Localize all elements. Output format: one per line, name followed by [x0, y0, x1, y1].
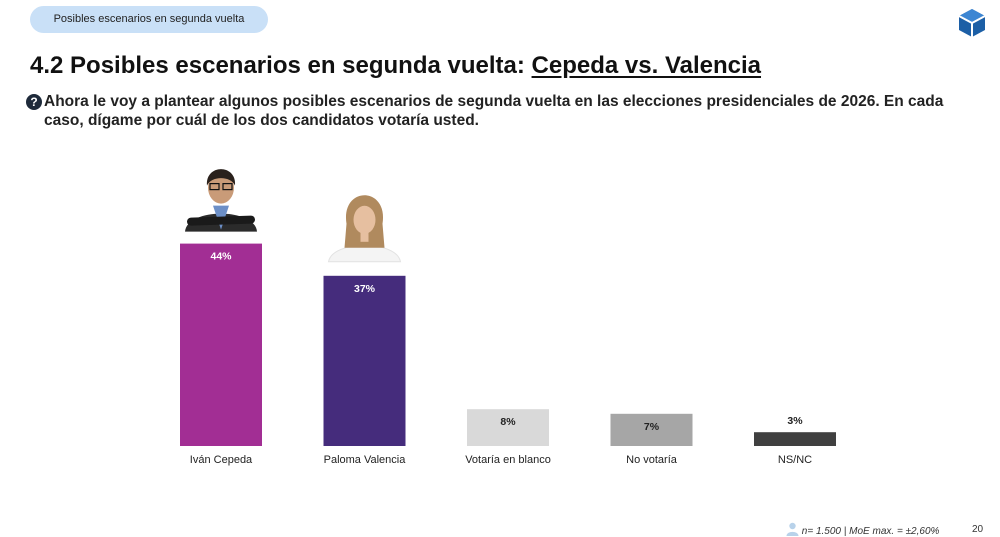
man-portrait-icon [185, 159, 257, 232]
survey-question: Ahora le voy a plantear algunos posibles… [44, 93, 944, 129]
sample-size: n= 1.500 [801, 526, 841, 537]
category-label-4: No votaría [626, 454, 678, 466]
title-candidates: Cepeda vs. Valencia [531, 52, 762, 79]
data-label-4: 7% [644, 421, 660, 433]
data-label-5: 3% [787, 415, 803, 427]
data-label-1: 44% [210, 251, 232, 263]
title-prefix: 4.2 Posibles escenarios en segunda vuelt… [30, 52, 532, 79]
bar-4 [610, 413, 693, 446]
bar-2 [323, 275, 406, 446]
data-label-3: 8% [500, 416, 516, 428]
brand-logo-icon [958, 9, 986, 37]
page-title: 4.2 Posibles escenarios en segunda vuelt… [30, 52, 761, 80]
category-label-3: Votaría en blanco [465, 454, 551, 466]
question-icon: ? [26, 94, 42, 110]
footer-note: n= 1.500 | MoE max. = ±2,60% [786, 522, 939, 537]
person-icon [786, 522, 799, 536]
bar-5 [754, 432, 836, 446]
category-label-1: Iván Cepeda [190, 454, 253, 466]
data-label-2: 37% [354, 283, 376, 295]
page-number: 20 [972, 524, 984, 535]
margin-of-error: | MoE max. = ±2,60% [843, 526, 940, 537]
woman-portrait-icon [327, 195, 402, 263]
category-label-5: NS/NC [778, 454, 812, 466]
category-label-2: Paloma Valencia [324, 454, 407, 466]
section-pill: Posibles escenarios en segunda vuelta [30, 6, 268, 33]
bar-3 [467, 409, 549, 446]
bar-1 [180, 243, 262, 446]
